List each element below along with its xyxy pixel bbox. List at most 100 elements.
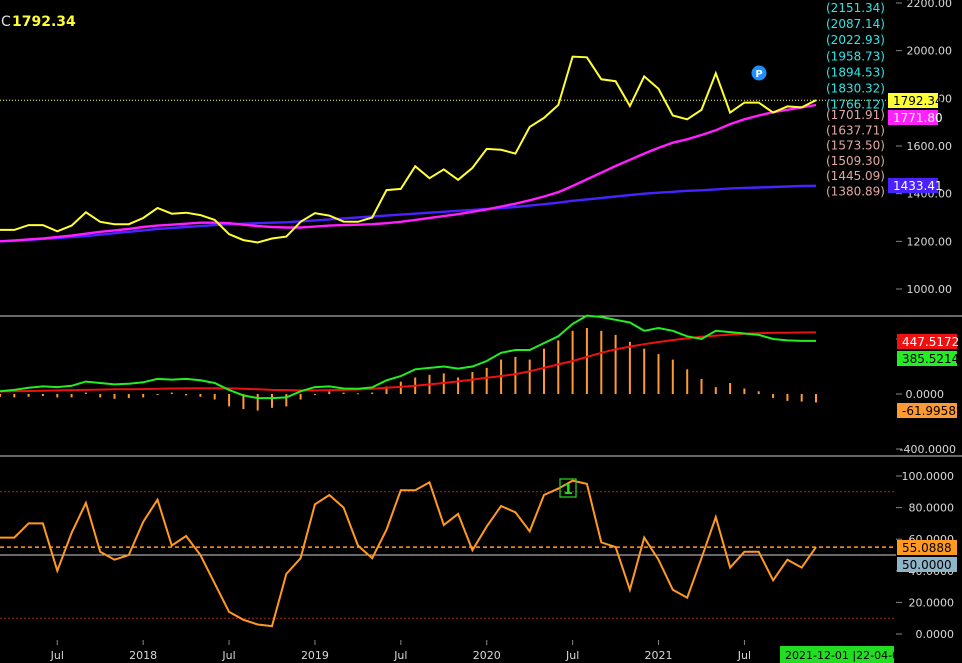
macd-histogram-bar	[557, 340, 560, 394]
macd-histogram-bar	[614, 334, 617, 394]
macd-histogram-bar	[628, 341, 631, 395]
macd-histogram-bar	[56, 394, 59, 398]
osc-mid-tag: 50.0000	[897, 557, 957, 572]
macd-histogram-bar	[714, 387, 717, 394]
time-tick-label: Jul	[221, 649, 235, 662]
macd-histogram-bar	[700, 378, 703, 394]
macd-histogram-bar	[571, 330, 574, 395]
macd-histogram-bar	[199, 394, 202, 397]
macd-histogram-bar	[585, 328, 588, 394]
lower-level-label: (1701.91)	[826, 108, 885, 122]
macd-histogram-bar	[27, 394, 30, 397]
macd-histogram-bar	[485, 367, 488, 394]
macd-histogram-bar	[686, 369, 689, 395]
level-labels-upper: (2151.34) (2087.14) (2022.93) (1958.73) (189…	[826, 1, 885, 112]
macd-histogram-bar	[786, 394, 789, 401]
macd-histogram-bar	[127, 394, 130, 399]
osc-tick-label: 20.0000	[909, 596, 955, 609]
lower-level-label: (1637.71)	[826, 123, 885, 137]
macd-histogram-bar	[84, 392, 87, 394]
macd-histogram-bar	[385, 386, 388, 394]
signal-marker[interactable]: 1	[559, 478, 577, 498]
oscillator-series	[0, 479, 817, 628]
upper-level-label: (2087.14)	[826, 17, 885, 31]
macd-hist-tag: -61.9958	[897, 403, 957, 418]
macd-histogram-bar	[70, 394, 73, 398]
p-marker[interactable]: P	[751, 65, 767, 81]
date-range-label: 2021-12-01 |22-04-0	[785, 649, 899, 662]
ma-fast-series	[0, 103, 817, 243]
macd-histogram-bar	[743, 388, 746, 394]
macd-histogram-bar	[471, 372, 474, 394]
macd-histogram-bar	[328, 391, 331, 395]
lower-level-label: (1573.50)	[826, 139, 885, 153]
macd-histogram-bar	[256, 394, 259, 411]
macd-line-series	[0, 314, 816, 400]
price-tick-label: 1000.00	[907, 283, 953, 296]
macd-signal-tag: 447.5172	[897, 334, 959, 349]
time-tick-label: 2021	[645, 649, 673, 662]
macd-histogram-bar	[800, 394, 803, 402]
macd-histogram	[0, 328, 817, 411]
macd-histogram-bar	[600, 330, 603, 395]
macd-histogram-bar	[285, 394, 288, 407]
macd-histogram-bar	[0, 394, 1, 397]
price-tag-value: 1792.34	[893, 94, 943, 108]
date-range-badge[interactable]: 2021-12-01 |22-04-0	[780, 646, 899, 663]
macd-histogram-bar	[815, 394, 817, 403]
macd-histogram-bar	[142, 394, 145, 398]
level-labels-lower: (1701.91)(1637.71) (1573.50)(1509.30)(144…	[826, 108, 885, 199]
lower-level-label: (1445.09)	[826, 169, 885, 183]
time-tick-label: 2020	[473, 649, 501, 662]
time-tick-label: Jul	[737, 649, 751, 662]
price-tag: 1792.34	[888, 93, 943, 108]
macd-histogram-bar	[41, 394, 44, 397]
osc-value-tag-value: 55.0888	[902, 541, 952, 555]
macd-histogram-bar	[729, 383, 732, 394]
macd-line-tag-value: 385.5214	[902, 352, 959, 366]
macd-line-tag: 385.5214	[897, 351, 959, 366]
macd-histogram-bar	[657, 354, 660, 394]
price-series	[0, 55, 817, 244]
macd-histogram-bar	[371, 392, 374, 394]
time-tick-label: Jul	[565, 649, 579, 662]
macd-histogram-bar	[170, 392, 173, 394]
macd-histogram-bar	[113, 394, 116, 399]
macd-histogram-bar	[156, 394, 159, 395]
macd-histogram-bar	[185, 394, 188, 396]
macd-signal-series	[0, 331, 817, 393]
macd-signal-tag-value: 447.5172	[902, 335, 959, 349]
macd-histogram-bar	[643, 348, 646, 394]
macd-histogram-bar	[514, 356, 517, 394]
oscillator-levels	[0, 491, 896, 619]
macd-histogram-bar	[671, 359, 674, 394]
p-marker-label: P	[755, 69, 762, 80]
lower-level-label: (1380.89)	[826, 185, 885, 199]
osc-value-tag: 55.0888	[897, 540, 957, 555]
ma-slow-tag-value: 1433.41	[893, 179, 943, 193]
macd-histogram-bar	[99, 394, 102, 398]
time-tick-label: 2019	[301, 649, 329, 662]
upper-level-label: (2022.93)	[826, 33, 885, 47]
upper-level-label: (1830.32)	[826, 82, 885, 96]
macd-histogram-bar	[299, 394, 302, 400]
macd-histogram-bar	[528, 359, 531, 394]
macd-hist-tag-value: -61.9958	[902, 404, 956, 418]
ma-fast-tag-value: 1771.80	[893, 111, 943, 125]
price-tick-label: 1600.00	[907, 140, 953, 153]
time-tick-label: 2018	[129, 649, 157, 662]
signal-marker-label: 1	[563, 482, 573, 498]
macd-histogram-bar	[271, 394, 273, 408]
macd-histogram-bar	[543, 348, 545, 394]
macd-histogram-bar	[13, 394, 16, 398]
ma-fast-tag: 1771.80	[888, 110, 943, 125]
price-tick-label: 1200.00	[907, 235, 953, 248]
macd-histogram-bar	[757, 391, 760, 395]
last-price-readout: 1792.34	[12, 14, 76, 30]
lower-level-label: (1509.30)	[826, 154, 885, 168]
macd-histogram-bar	[313, 394, 316, 395]
macd-histogram-bar	[242, 394, 245, 410]
osc-mid-tag-value: 50.0000	[902, 558, 952, 572]
osc-tick-label: 80.0000	[909, 502, 955, 515]
